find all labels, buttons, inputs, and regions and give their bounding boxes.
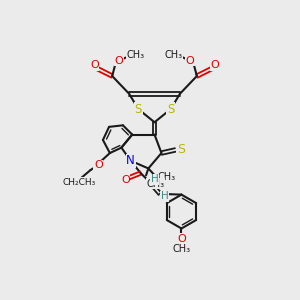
Text: S: S <box>167 103 174 116</box>
Text: O: O <box>90 60 99 70</box>
Text: CH₃: CH₃ <box>165 50 183 60</box>
Text: CH₂CH₃: CH₂CH₃ <box>62 178 96 187</box>
Text: H: H <box>161 191 168 201</box>
Text: CH₃: CH₃ <box>158 172 176 182</box>
Text: O: O <box>115 56 124 66</box>
Text: N: N <box>126 154 135 167</box>
Text: O: O <box>94 160 103 170</box>
Text: O: O <box>186 56 194 66</box>
Text: CH₃: CH₃ <box>172 244 190 254</box>
Text: O: O <box>177 233 186 244</box>
Text: CH₃: CH₃ <box>126 50 144 60</box>
Text: CH₃: CH₃ <box>146 179 164 189</box>
Text: S: S <box>177 143 185 156</box>
Text: O: O <box>121 175 130 185</box>
Text: S: S <box>135 103 142 116</box>
Text: O: O <box>210 60 219 70</box>
Text: H: H <box>151 174 158 184</box>
